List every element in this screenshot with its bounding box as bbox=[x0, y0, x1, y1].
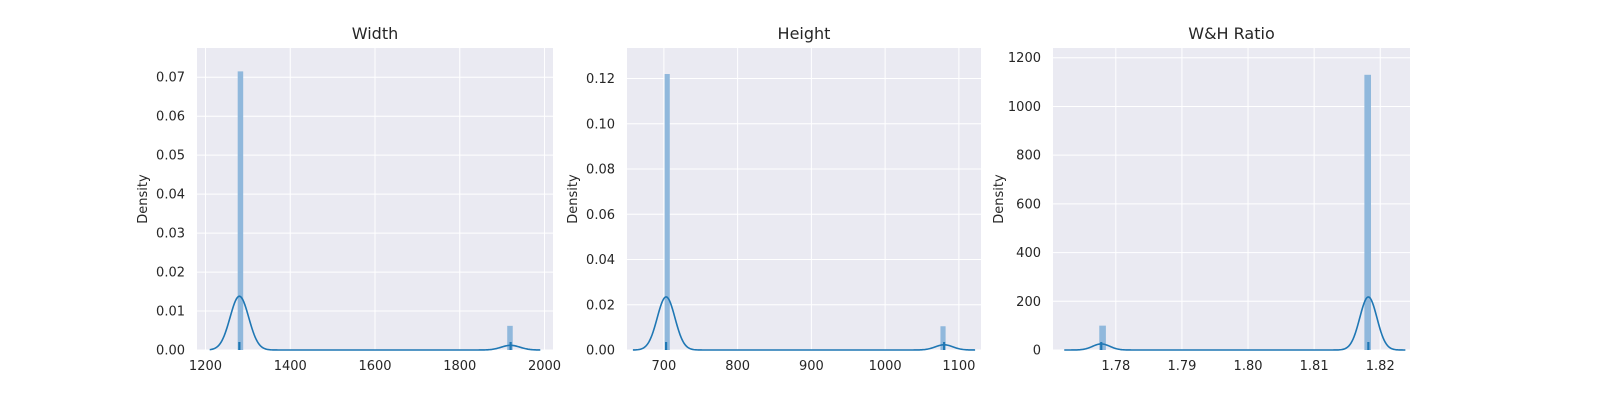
x-tick-label: 1.78 bbox=[1101, 359, 1130, 374]
x-tick-label: 2000 bbox=[528, 359, 561, 374]
x-tick-label: 1100 bbox=[942, 359, 975, 374]
y-axis-label: Density bbox=[566, 174, 581, 224]
y-tick-label: 0.10 bbox=[586, 117, 615, 132]
y-tick-label: 0.00 bbox=[156, 344, 185, 359]
chart-title: W&H Ratio bbox=[1188, 24, 1275, 43]
histogram-bar bbox=[507, 325, 513, 350]
x-tick-label: 1000 bbox=[869, 359, 902, 374]
y-axis-label: Density bbox=[992, 174, 1007, 224]
plot-area bbox=[627, 48, 981, 350]
chart-title: Width bbox=[352, 24, 398, 43]
histogram-bar bbox=[1099, 325, 1106, 350]
kde-curve bbox=[209, 295, 541, 351]
x-tick-label: 800 bbox=[725, 359, 750, 374]
x-tick-label: 1.81 bbox=[1300, 359, 1329, 374]
y-tick-label: 0.07 bbox=[156, 71, 185, 86]
ratio-distribution-panel: 1.78 1.79 1.80 1.81 1.82 0 200 400 600 800 1000 120… bbox=[992, 24, 1410, 374]
width-distribution-panel: 1200 1400 1600 1800 2000 0.00 0.01 0.02 0.03 0.04… bbox=[136, 24, 561, 374]
y-tick-label: 0.04 bbox=[586, 253, 615, 268]
y-tick-label: 0.01 bbox=[156, 305, 185, 320]
kde-curve bbox=[632, 295, 976, 351]
y-tick-label: 0.06 bbox=[156, 110, 185, 125]
y-tick-label: 0.02 bbox=[586, 298, 615, 313]
y-tick-label: 0.04 bbox=[156, 188, 185, 203]
x-tick-label: 700 bbox=[651, 359, 676, 374]
y-tick-label: 1000 bbox=[1008, 100, 1041, 115]
y-tick-label: 600 bbox=[1016, 197, 1041, 212]
y-tick-label: 0.06 bbox=[586, 208, 615, 223]
histogram-bar bbox=[237, 71, 244, 350]
chart-title: Height bbox=[778, 24, 831, 43]
y-tick-label: 0.00 bbox=[586, 344, 615, 359]
y-tick-label: 0.08 bbox=[586, 163, 615, 178]
histogram-bar bbox=[664, 74, 670, 350]
x-tick-label: 1200 bbox=[189, 359, 222, 374]
y-tick-label: 0.03 bbox=[156, 227, 185, 242]
y-tick-label: 0.12 bbox=[586, 72, 615, 87]
y-axis-label: Density bbox=[136, 174, 151, 224]
y-tick-label: 200 bbox=[1016, 295, 1041, 310]
y-tick-label: 1200 bbox=[1008, 51, 1041, 66]
x-tick-label: 900 bbox=[799, 359, 824, 374]
kde-curve bbox=[1064, 296, 1406, 351]
y-tick-label: 800 bbox=[1016, 149, 1041, 164]
height-distribution-panel: 700 800 900 1000 1100 0.00 0.02 0.04 0.06 0.08 0.1… bbox=[566, 24, 981, 374]
x-tick-label: 1400 bbox=[274, 359, 307, 374]
x-tick-label: 1.80 bbox=[1234, 359, 1263, 374]
histogram-bar bbox=[940, 326, 946, 350]
y-tick-label: 400 bbox=[1016, 246, 1041, 261]
histogram-bar bbox=[1364, 74, 1371, 351]
y-tick-label: 0.05 bbox=[156, 149, 185, 164]
y-tick-label: 0.02 bbox=[156, 266, 185, 281]
x-tick-label: 1.82 bbox=[1366, 359, 1395, 374]
x-tick-label: 1.79 bbox=[1167, 359, 1196, 374]
x-tick-label: 1800 bbox=[443, 359, 476, 374]
y-tick-label: 0 bbox=[1033, 344, 1041, 359]
plot-area bbox=[1053, 48, 1410, 350]
x-tick-label: 1600 bbox=[358, 359, 391, 374]
